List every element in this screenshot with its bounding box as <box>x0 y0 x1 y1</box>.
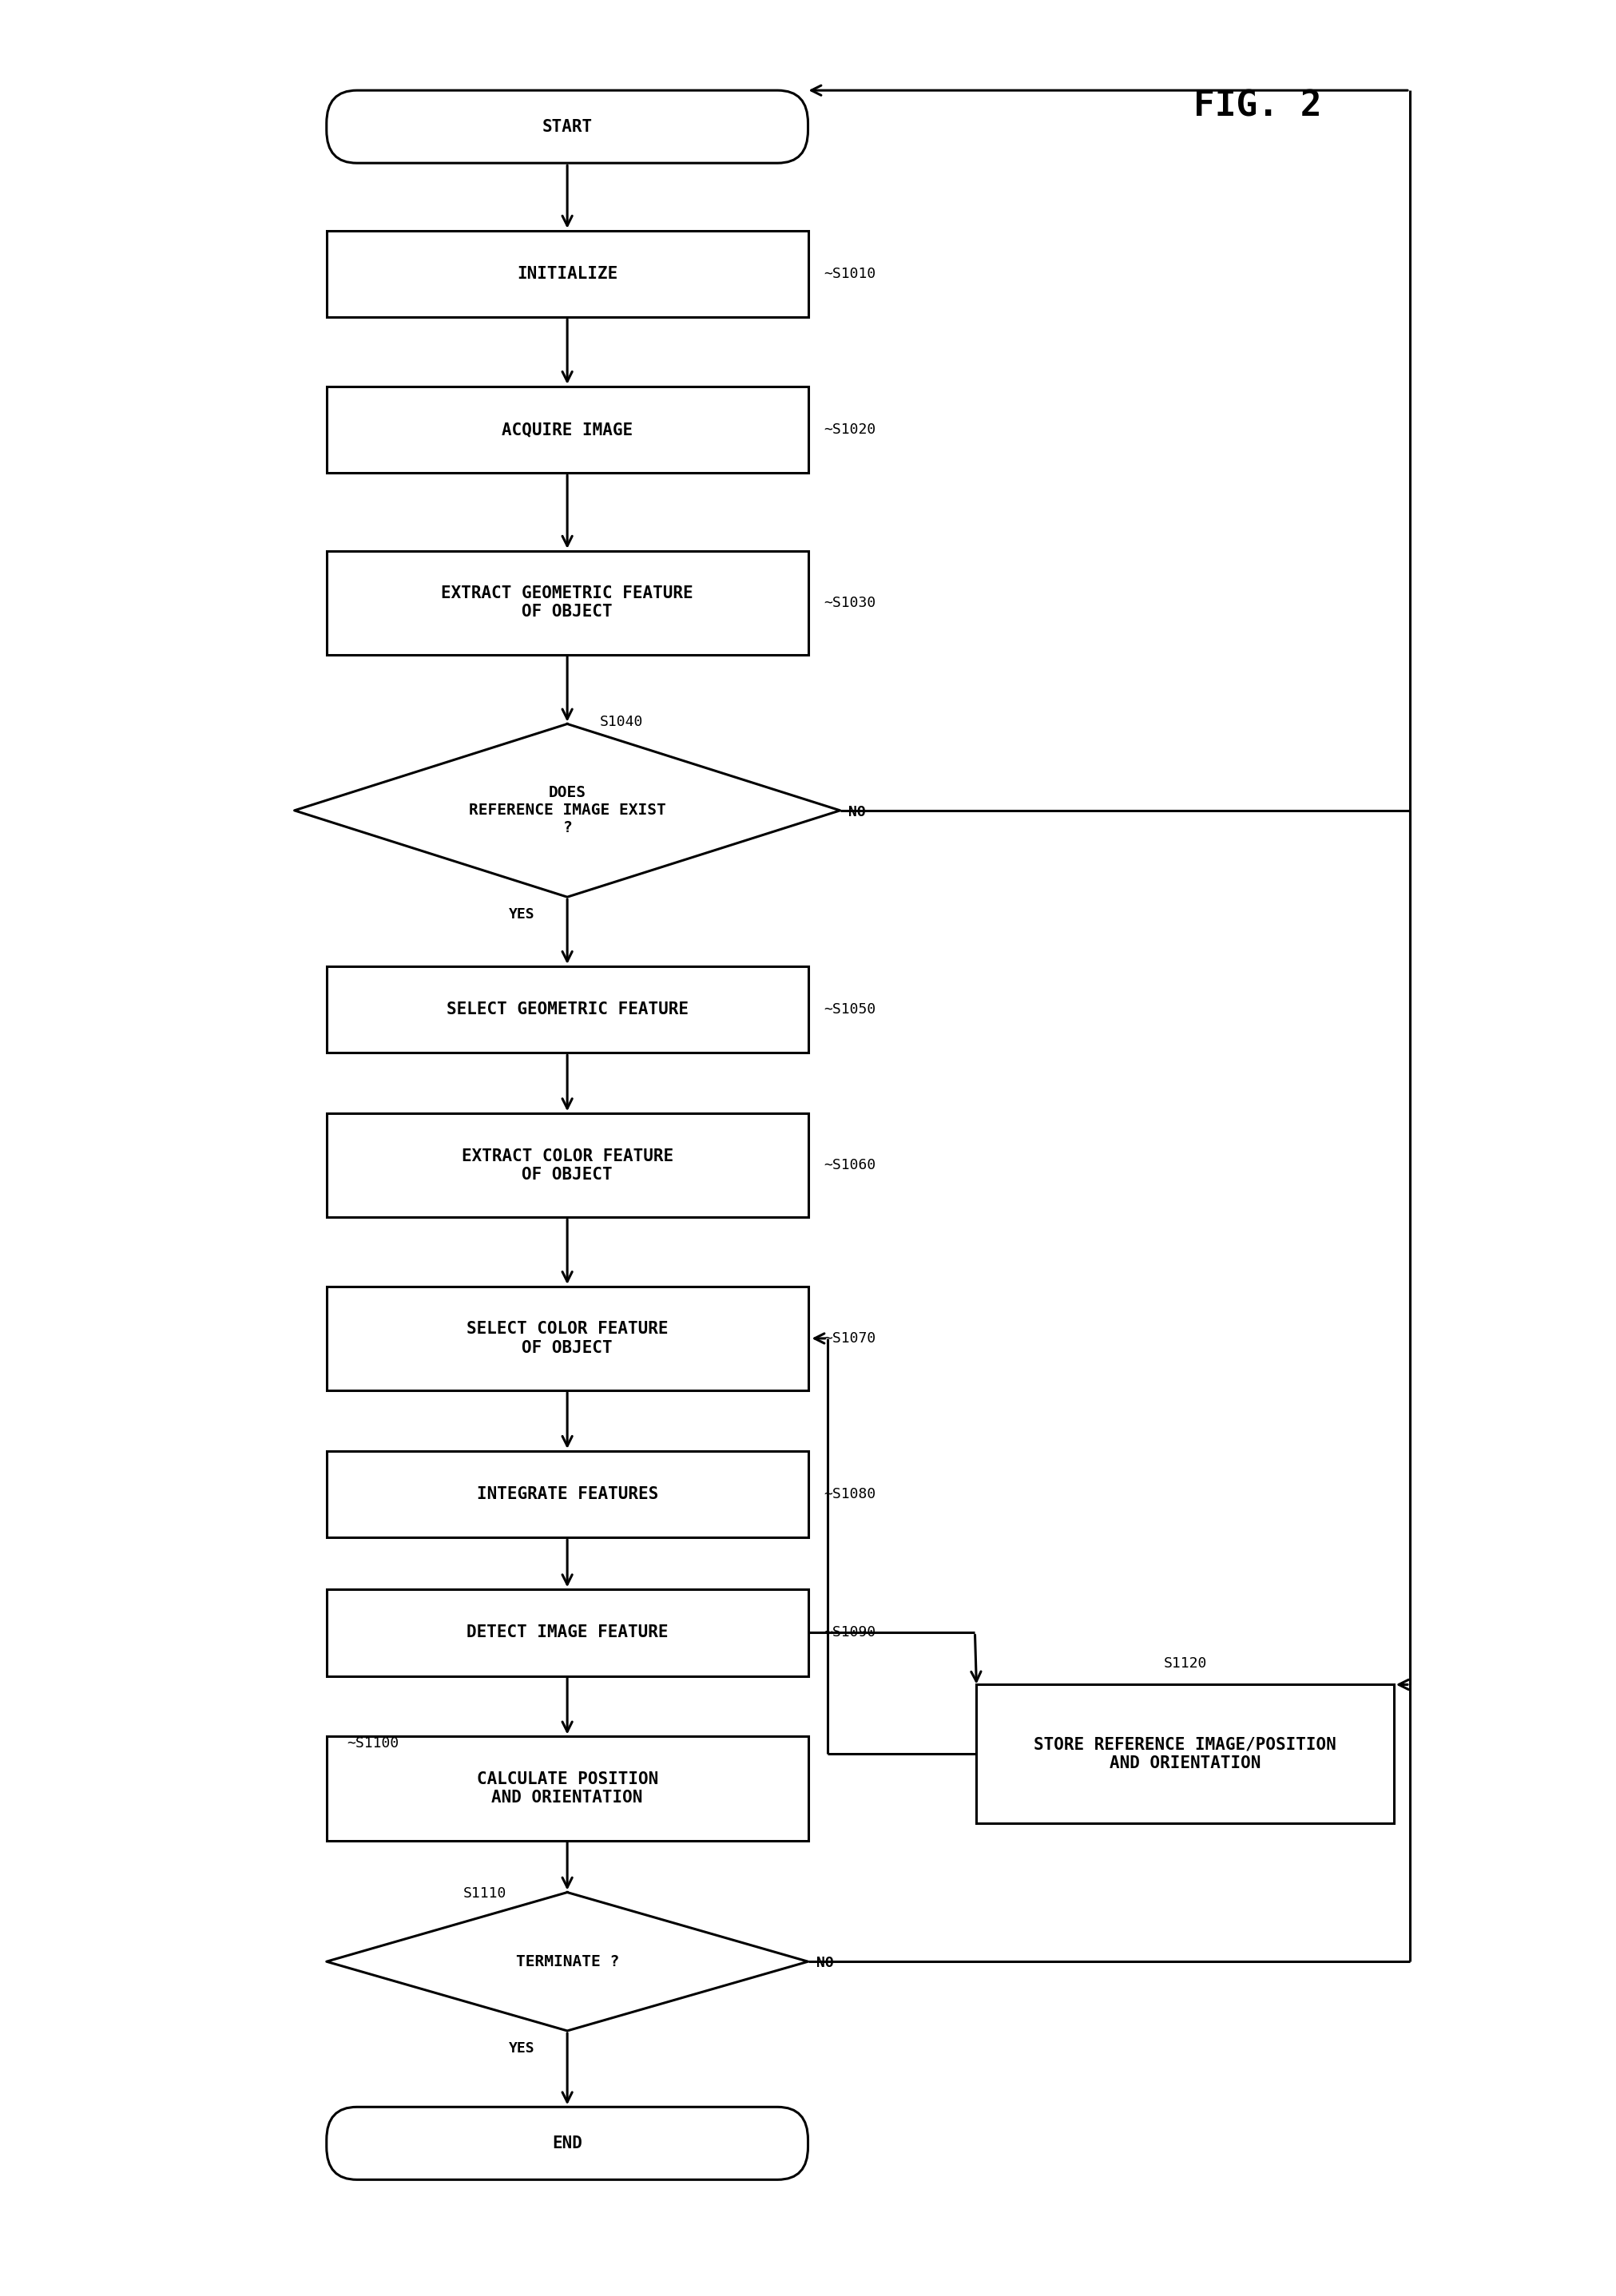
Text: EXTRACT COLOR FEATURE
OF OBJECT: EXTRACT COLOR FEATURE OF OBJECT <box>462 1148 674 1182</box>
Text: ∼S1010: ∼S1010 <box>824 266 876 280</box>
Text: NO: NO <box>848 804 866 820</box>
FancyBboxPatch shape <box>326 1589 808 1676</box>
Text: EXTRACT GEOMETRIC FEATURE
OF OBJECT: EXTRACT GEOMETRIC FEATURE OF OBJECT <box>441 585 693 620</box>
Text: YES: YES <box>509 2041 535 2055</box>
Text: ∼S1100: ∼S1100 <box>346 1736 399 1750</box>
FancyBboxPatch shape <box>326 386 808 473</box>
Text: S1040: S1040 <box>600 714 643 730</box>
Text: ∼S1080: ∼S1080 <box>824 1488 876 1502</box>
Text: START: START <box>541 119 593 135</box>
Text: END: END <box>553 2135 582 2151</box>
Text: YES: YES <box>509 907 535 921</box>
Text: SELECT COLOR FEATURE
OF OBJECT: SELECT COLOR FEATURE OF OBJECT <box>467 1320 667 1355</box>
FancyBboxPatch shape <box>326 1736 808 1841</box>
Text: S1120: S1120 <box>1164 1655 1207 1671</box>
Text: DETECT IMAGE FEATURE: DETECT IMAGE FEATURE <box>467 1626 667 1642</box>
Text: DOES
REFERENCE IMAGE EXIST
?: DOES REFERENCE IMAGE EXIST ? <box>469 785 666 836</box>
FancyBboxPatch shape <box>326 230 808 317</box>
Polygon shape <box>294 723 840 898</box>
FancyBboxPatch shape <box>976 1685 1393 1823</box>
FancyBboxPatch shape <box>326 1286 808 1391</box>
FancyBboxPatch shape <box>326 1114 808 1217</box>
Text: ACQUIRE IMAGE: ACQUIRE IMAGE <box>501 422 633 439</box>
Text: ∼S1030: ∼S1030 <box>824 595 876 611</box>
Text: ∼S1020: ∼S1020 <box>824 422 876 436</box>
Text: S1110: S1110 <box>462 1887 506 1901</box>
Text: INTEGRATE FEATURES: INTEGRATE FEATURES <box>477 1486 658 1502</box>
FancyBboxPatch shape <box>326 1451 808 1538</box>
Text: STORE REFERENCE IMAGE/POSITION
AND ORIENTATION: STORE REFERENCE IMAGE/POSITION AND ORIEN… <box>1034 1736 1336 1770</box>
Text: ∼S1070: ∼S1070 <box>824 1332 876 1345</box>
Text: ∼S1060: ∼S1060 <box>824 1157 876 1173</box>
Text: SELECT GEOMETRIC FEATURE: SELECT GEOMETRIC FEATURE <box>446 1001 688 1017</box>
Text: ∼S1050: ∼S1050 <box>824 1003 876 1017</box>
FancyBboxPatch shape <box>326 2108 808 2179</box>
Text: ∼S1090: ∼S1090 <box>824 1626 876 1639</box>
Text: FIG. 2: FIG. 2 <box>1193 90 1322 124</box>
Text: CALCULATE POSITION
AND ORIENTATION: CALCULATE POSITION AND ORIENTATION <box>477 1770 658 1805</box>
Text: INITIALIZE: INITIALIZE <box>517 266 617 282</box>
FancyBboxPatch shape <box>326 90 808 163</box>
FancyBboxPatch shape <box>326 551 808 654</box>
Text: NO: NO <box>816 1956 834 1970</box>
FancyBboxPatch shape <box>326 967 808 1054</box>
Polygon shape <box>326 1892 808 2030</box>
Text: TERMINATE ?: TERMINATE ? <box>516 1954 619 1970</box>
